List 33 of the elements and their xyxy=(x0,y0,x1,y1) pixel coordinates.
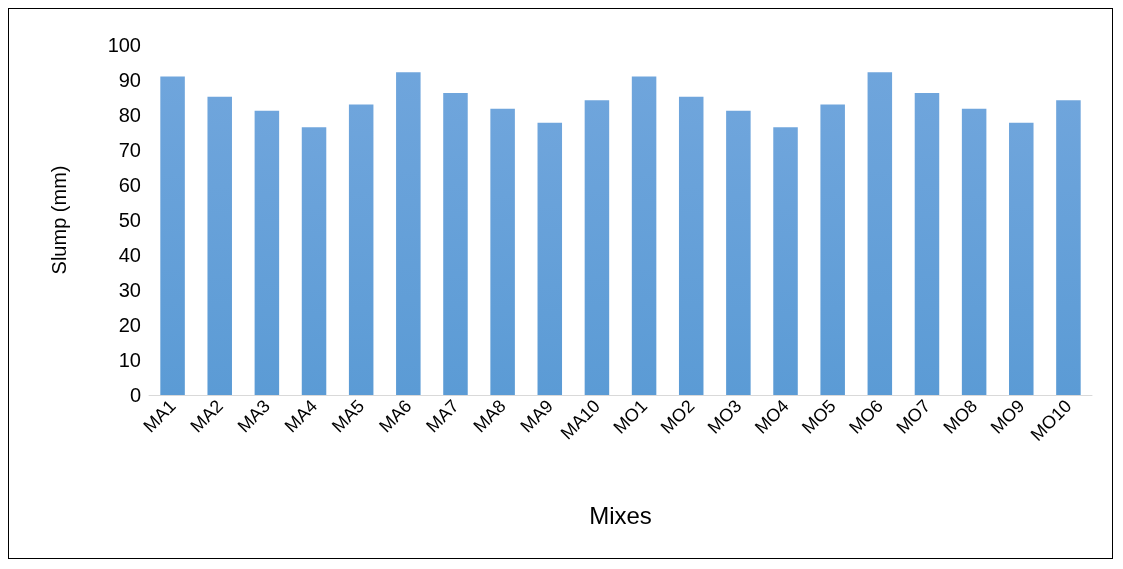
bar xyxy=(537,122,563,395)
bar xyxy=(961,108,987,395)
bar xyxy=(1056,100,1081,395)
y-tick-label: 40 xyxy=(118,244,141,266)
y-tick-label: 50 xyxy=(118,209,141,231)
y-tick-label: 60 xyxy=(118,174,141,196)
bar xyxy=(396,72,421,395)
bar xyxy=(773,127,798,395)
bar xyxy=(584,100,610,395)
bar xyxy=(207,96,232,395)
bar xyxy=(820,104,845,395)
y-tick-label: 90 xyxy=(118,69,141,91)
bar xyxy=(867,72,893,395)
bar xyxy=(160,76,185,395)
y-axis-title: Slump (mm) xyxy=(48,165,70,275)
bar xyxy=(254,110,280,395)
y-tick-label: 30 xyxy=(118,279,141,301)
bar xyxy=(678,96,704,395)
bar xyxy=(490,108,515,395)
bar xyxy=(443,92,468,395)
y-tick-label: 100 xyxy=(107,34,141,56)
y-tick-label: 70 xyxy=(118,139,141,161)
y-tick-label: 10 xyxy=(118,349,141,371)
bar xyxy=(726,110,751,395)
y-tick-label: 20 xyxy=(118,314,141,336)
bar xyxy=(348,104,374,395)
bar xyxy=(631,76,657,395)
y-tick-label: 80 xyxy=(118,104,141,126)
x-axis-title: Mixes xyxy=(589,501,652,529)
bar xyxy=(301,127,327,395)
y-tick-label: 0 xyxy=(129,384,141,406)
bar xyxy=(1009,122,1034,395)
bar xyxy=(914,92,940,395)
